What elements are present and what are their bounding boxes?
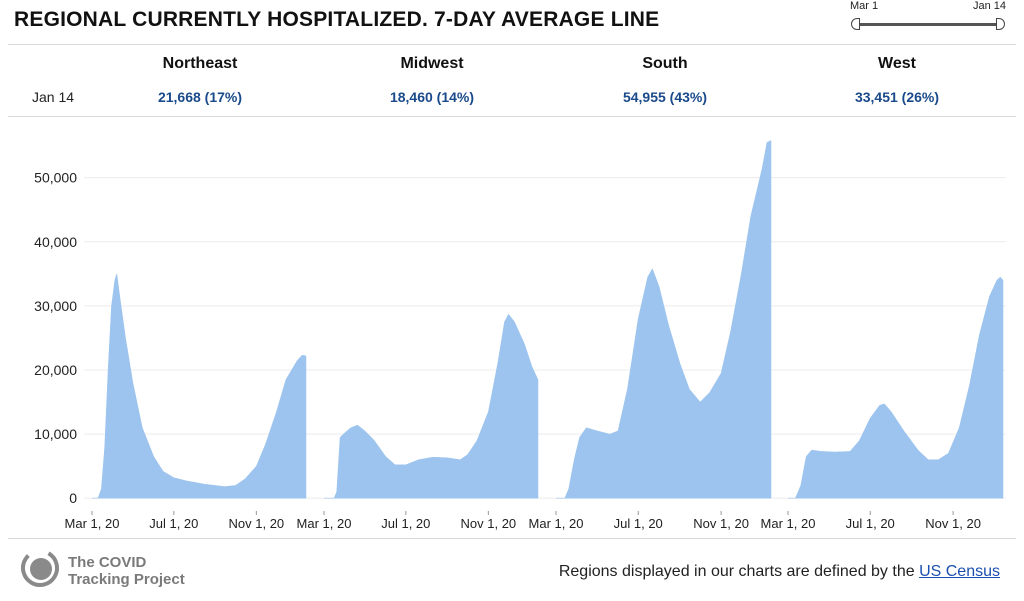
y-tick-label: 20,000 <box>34 362 77 378</box>
summary-divider <box>8 116 1016 117</box>
region-value-midwest: 18,460 (14%) <box>389 89 475 105</box>
region-header-midwest: Midwest <box>400 55 464 72</box>
region-value-west: 33,451 (26%) <box>854 89 940 105</box>
y-tick-label: 40,000 <box>34 234 77 250</box>
x-tick-label: Jul 1, 20 <box>149 516 198 531</box>
x-tick-label: Jul 1, 20 <box>381 516 430 531</box>
brand-name: The COVID Tracking Project <box>68 554 198 588</box>
x-tick-label: Jul 1, 20 <box>614 516 663 531</box>
range-start-handle[interactable] <box>851 18 860 30</box>
x-tick-label: Mar 1, 20 <box>65 516 120 531</box>
us-census-link[interactable]: US Census <box>919 563 1000 580</box>
area-series-west <box>788 276 1004 499</box>
x-tick-label: Mar 1, 20 <box>297 516 352 531</box>
x-tick-label: Nov 1, 20 <box>229 516 285 531</box>
x-tick-label: Mar 1, 20 <box>529 516 584 531</box>
footnote: Regions displayed in our charts are defi… <box>559 563 1000 581</box>
date-range-slider[interactable]: Mar 1 Jan 14 <box>846 0 1008 36</box>
brand-line-2: Tracking Project <box>68 571 185 588</box>
area-series-midwest <box>324 313 539 499</box>
region-value-northeast: 21,668 (17%) <box>157 89 243 105</box>
x-tick-label: Mar 1, 20 <box>761 516 816 531</box>
range-end-label: Jan 14 <box>972 0 1006 12</box>
footer-divider <box>8 538 1016 539</box>
region-header-south: South <box>642 55 688 72</box>
x-tick-label: Nov 1, 20 <box>693 516 749 531</box>
region-header-northeast: Northeast <box>162 55 238 72</box>
footnote-text: Regions displayed in our charts are defi… <box>558 563 915 580</box>
covid-tracking-project-logo <box>21 549 59 587</box>
chart-title: REGIONAL CURRENTLY HOSPITALIZED. 7-DAY A… <box>14 8 660 31</box>
range-start-label: Mar 1 <box>850 0 879 12</box>
range-track[interactable] <box>856 23 1000 26</box>
region-value-south: 54,955 (43%) <box>622 89 708 105</box>
x-tick-label: Jul 1, 20 <box>846 516 895 531</box>
brand-line-1: The COVID <box>68 554 147 571</box>
range-end-handle[interactable] <box>996 18 1005 30</box>
y-tick-label: 50,000 <box>34 170 77 186</box>
area-series-northeast <box>92 273 307 499</box>
region-header-west: West <box>878 55 916 72</box>
header-divider <box>8 44 1016 45</box>
area-series-south <box>556 140 772 499</box>
x-tick-label: Nov 1, 20 <box>461 516 517 531</box>
hospitalized-area-chart: 0 10,000 20,000 30,000 40,000 50,000 Mar 1, 20… <box>34 140 1006 531</box>
x-tick-label: Nov 1, 20 <box>925 516 981 531</box>
summary-date: Jan 14 <box>32 89 75 105</box>
y-tick-label: 10,000 <box>34 426 77 442</box>
y-tick-label: 0 <box>69 490 77 506</box>
y-tick-label: 30,000 <box>34 298 77 314</box>
